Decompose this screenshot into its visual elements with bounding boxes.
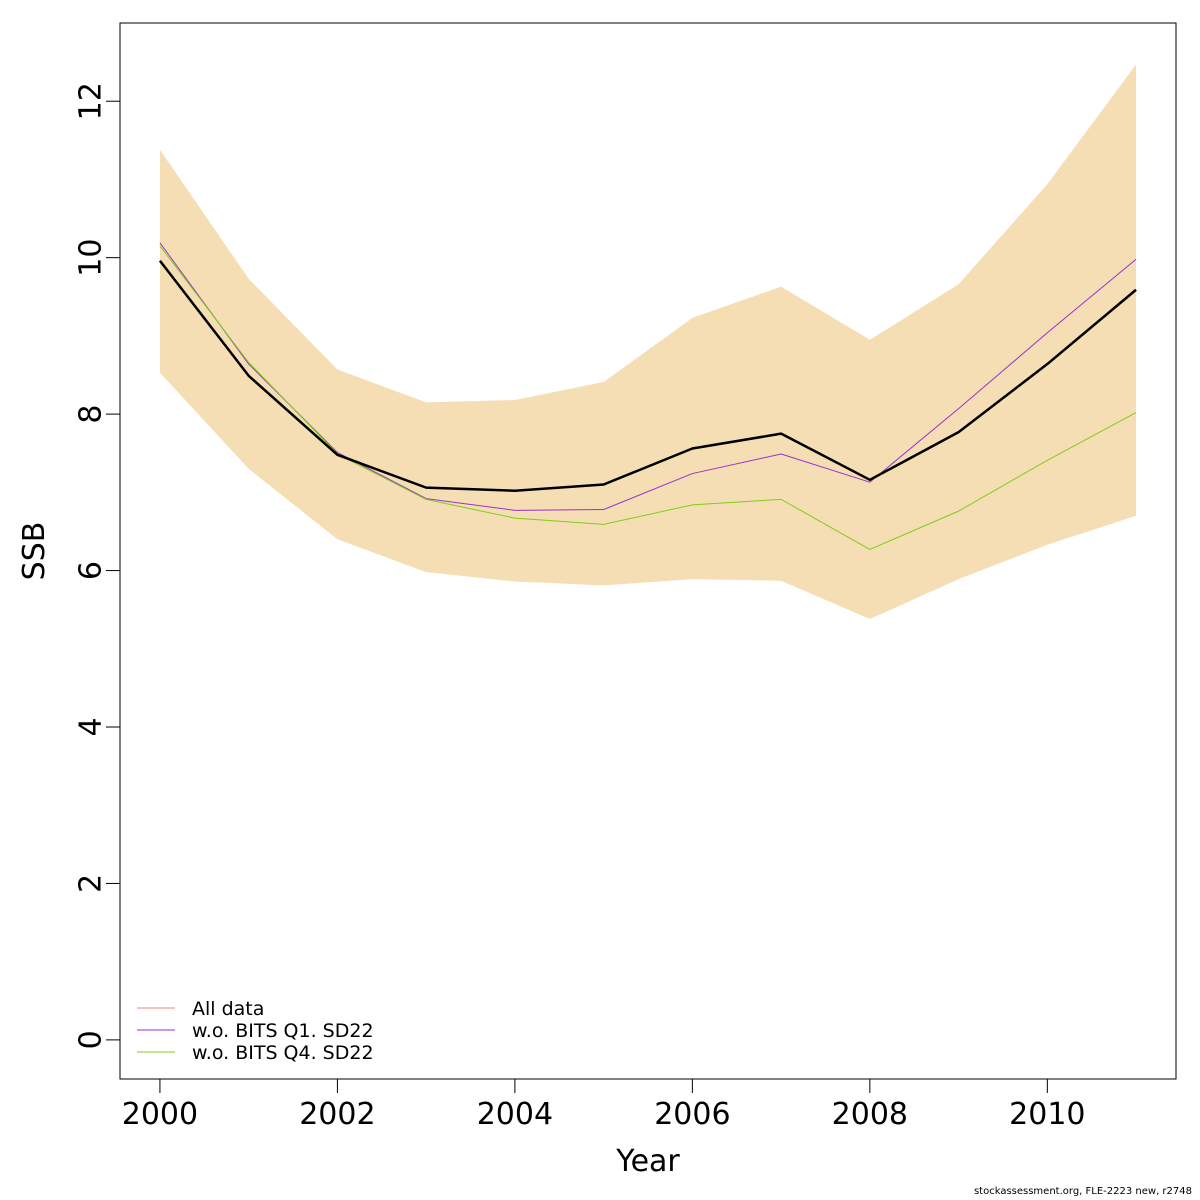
x-tick-label: 2010	[1009, 1097, 1085, 1132]
footer-note: stockassessment.org, FLE-2223 new, r2748	[973, 1186, 1192, 1197]
confidence-band	[159, 64, 1137, 620]
legend-label-2: w.o. BITS Q1. SD22	[192, 1020, 374, 1042]
x-tick-label: 2004	[477, 1097, 553, 1132]
y-tick-label: 4	[74, 717, 109, 736]
x-axis: 2000 2002 2004 2006 2008 2010	[122, 1078, 1086, 1132]
x-axis-title: Year	[615, 1144, 680, 1179]
x-tick-label: 2008	[832, 1097, 908, 1132]
series-layer	[158, 242, 1137, 550]
y-tick-label: 2	[74, 874, 109, 893]
x-tick-label: 2002	[299, 1097, 375, 1132]
x-tick-label: 2006	[654, 1097, 730, 1132]
x-tick-label: 2000	[122, 1097, 198, 1132]
confidence-band-layer	[159, 64, 1137, 620]
series-line-3	[159, 245, 1137, 550]
y-axis: 0 2 4 6 8 10 12	[74, 82, 121, 1049]
y-tick-label: 12	[74, 82, 109, 120]
y-tick-label: 8	[74, 405, 109, 424]
y-tick-label: 10	[74, 239, 109, 277]
y-axis-title: SSB	[17, 522, 52, 581]
legend-label-1: All data	[192, 998, 264, 1020]
legend-label-3: w.o. BITS Q4. SD22	[192, 1042, 374, 1064]
y-tick-label: 6	[74, 561, 109, 580]
series-line-1	[158, 260, 1137, 493]
series-line-2	[159, 242, 1137, 511]
y-tick-label: 0	[74, 1030, 109, 1049]
